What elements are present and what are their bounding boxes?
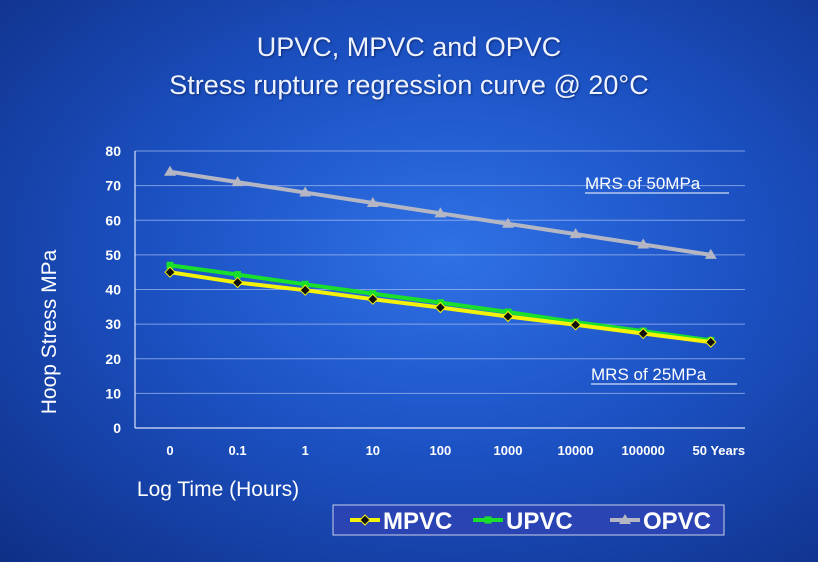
x-tick-label: 1000 [494, 443, 523, 458]
data-point-opvc [231, 176, 244, 187]
legend-marker-upvc [484, 516, 492, 524]
data-point-mpvc [569, 319, 582, 331]
title-line-2: Stress rupture regression curve @ 20°C [169, 70, 649, 100]
title-line-1: UPVC, MPVC and OPVC [256, 32, 562, 62]
legend-label-upvc: UPVC [506, 508, 573, 535]
data-point-opvc [637, 238, 650, 249]
data-point-opvc [502, 217, 514, 228]
series-layer [164, 165, 717, 348]
y-tick-label: 80 [105, 143, 121, 159]
x-axis-title: Log Time (Hours) [137, 478, 299, 501]
data-point-opvc [366, 196, 379, 207]
data-point-mpvc [705, 336, 717, 348]
data-point-mpvc [299, 284, 311, 296]
axis-layer: 0 10 20 30 40 50 60 70 80 0 0.1 1 10 100 1000 10000 1000… [105, 143, 745, 458]
slide-title: UPVC, MPVC and OPVC Stress rupture regre… [0, 28, 818, 104]
legend-marker-mpvc [359, 514, 371, 526]
y-tick-label: 40 [105, 282, 121, 298]
x-tick-label: 50 Years [693, 443, 746, 458]
legend-label-opvc: OPVC [643, 508, 711, 535]
data-point-mpvc [367, 293, 379, 305]
y-tick-label: 20 [105, 351, 121, 367]
y-tick-label: 30 [105, 316, 121, 332]
annotation-mrs-50: MRS of 50MPa [585, 174, 701, 193]
y-tick-label: 60 [105, 212, 121, 228]
data-point-opvc [569, 228, 582, 239]
y-tick-label: 50 [105, 247, 121, 263]
data-point-mpvc [434, 301, 447, 314]
legend-box [332, 504, 725, 536]
legend-layer: MPVC UPVC OPVC [332, 504, 725, 536]
legend-label-mpvc: MPVC [383, 508, 452, 535]
data-point-mpvc [637, 327, 649, 340]
annotation-mrs-25: MRS of 25MPa [591, 365, 707, 384]
data-point-opvc [164, 165, 176, 176]
x-tick-label: 100 [430, 443, 452, 458]
x-tick-label: 100000 [622, 443, 665, 458]
data-point-upvc [301, 280, 309, 288]
data-point-mpvc [164, 266, 176, 278]
y-tick-label: 10 [105, 385, 121, 401]
data-point-opvc [299, 186, 312, 197]
x-tick-label: 1 [302, 443, 309, 458]
text-layer: Log Time (Hours) Hoop Stress MPa MRS of 50… [38, 174, 737, 501]
x-tick-label: 0.1 [229, 443, 247, 458]
data-point-upvc [234, 271, 242, 279]
legend-marker-opvc [619, 514, 631, 524]
y-tick-label: 0 [113, 420, 121, 436]
data-point-opvc [704, 248, 717, 259]
grid-layer [135, 150, 745, 394]
y-tick-label: 70 [105, 178, 121, 194]
x-tick-label: 10000 [558, 443, 594, 458]
x-tick-label: 10 [366, 443, 380, 458]
data-point-mpvc [231, 276, 244, 289]
data-point-opvc [434, 207, 447, 218]
x-tick-label: 0 [166, 443, 173, 458]
data-point-mpvc [502, 310, 514, 323]
data-point-upvc [166, 261, 174, 269]
y-axis-title: Hoop Stress MPa [38, 249, 61, 414]
